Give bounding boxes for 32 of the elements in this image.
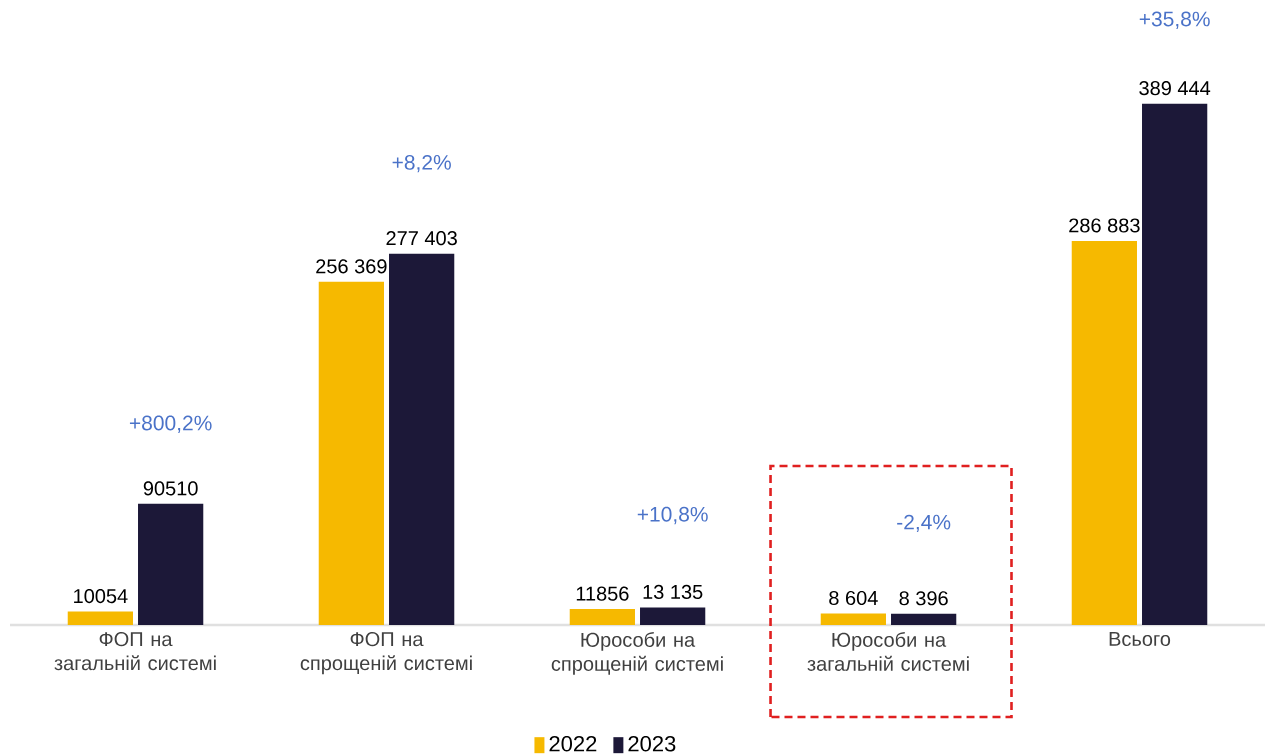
data-label: 256 369 xyxy=(316,259,387,274)
bar xyxy=(1071,240,1137,625)
x-tick-label: Всього xyxy=(1109,632,1171,647)
data-label: 389 444 xyxy=(1139,81,1211,96)
data-label: 11856 xyxy=(576,586,629,601)
data-label: 8 604 xyxy=(829,590,878,606)
legend-label: 2023 xyxy=(628,736,676,752)
bar xyxy=(318,281,384,625)
legend-label: 2022 xyxy=(549,736,597,752)
x-tick-label: Юрособи на загальній системі xyxy=(807,632,969,671)
bar xyxy=(138,503,204,625)
x-tick-label: Юрособи на спрощеній системі xyxy=(551,632,723,675)
x-tick-label: ФОП на загальній системі xyxy=(54,632,216,671)
bar xyxy=(569,609,635,625)
bar xyxy=(1142,103,1208,625)
data-label: 90510 xyxy=(143,481,198,496)
data-label: 8 396 xyxy=(899,591,948,606)
text: +35,8% xyxy=(1139,11,1210,29)
bar xyxy=(820,613,886,625)
x-tick-label: ФОП на спрощеній системі xyxy=(300,632,472,675)
bar xyxy=(67,611,133,625)
annotation: -2,4% xyxy=(897,514,951,533)
bar xyxy=(640,607,706,625)
data-label: 10054 xyxy=(74,588,128,604)
data-label: 277 403 xyxy=(386,231,457,246)
annotation: +800,2% xyxy=(129,415,212,433)
bar xyxy=(891,613,957,625)
annotation: +8,2% xyxy=(392,154,451,173)
data-label: 13 135 xyxy=(643,584,703,600)
bar xyxy=(389,253,455,625)
data-label: 286 883 xyxy=(1069,218,1140,233)
annotation: +10,8% xyxy=(637,506,708,525)
